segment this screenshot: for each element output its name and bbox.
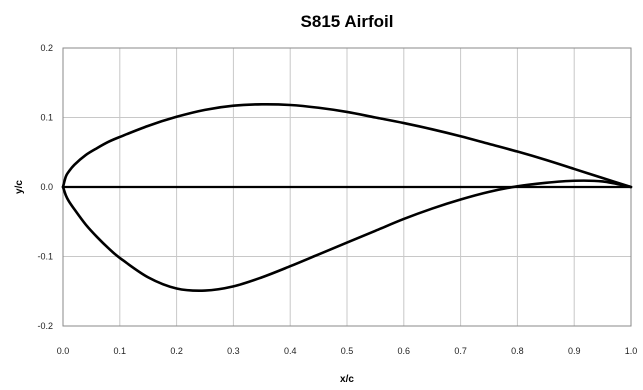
x-tick-label: 0.0 — [57, 346, 70, 356]
y-axis-label: y/c — [14, 180, 25, 194]
x-tick-label: 0.5 — [341, 346, 354, 356]
series-layer — [61, 102, 633, 292]
x-tick-label: 0.9 — [568, 346, 581, 356]
x-tick-label: 0.8 — [511, 346, 524, 356]
x-axis-label: x/c — [340, 374, 354, 385]
series-line — [61, 102, 633, 189]
x-tick-label: 0.3 — [227, 346, 240, 356]
x-tick-label: 0.1 — [114, 346, 127, 356]
x-tick-label: 0.4 — [284, 346, 297, 356]
y-tick-label: 0.2 — [40, 43, 53, 53]
x-tick-label: 0.7 — [454, 346, 467, 356]
chart-title: S815 Airfoil — [301, 12, 394, 31]
x-tick-label: 0.2 — [170, 346, 183, 356]
y-tick-label: 0.1 — [40, 113, 53, 123]
y-tick-label: 0.0 — [40, 182, 53, 192]
y-tick-label: -0.1 — [37, 252, 53, 262]
tick-labels: 0.0 0.1 0.2 0.3 0.4 0.5 0.6 0.7 0.8 0.9 1.0 -0.2 -0.… — [37, 43, 637, 356]
x-tick-label: 0.6 — [398, 346, 411, 356]
x-tick-label: 1.0 — [625, 346, 638, 356]
y-tick-label: -0.2 — [37, 321, 53, 331]
